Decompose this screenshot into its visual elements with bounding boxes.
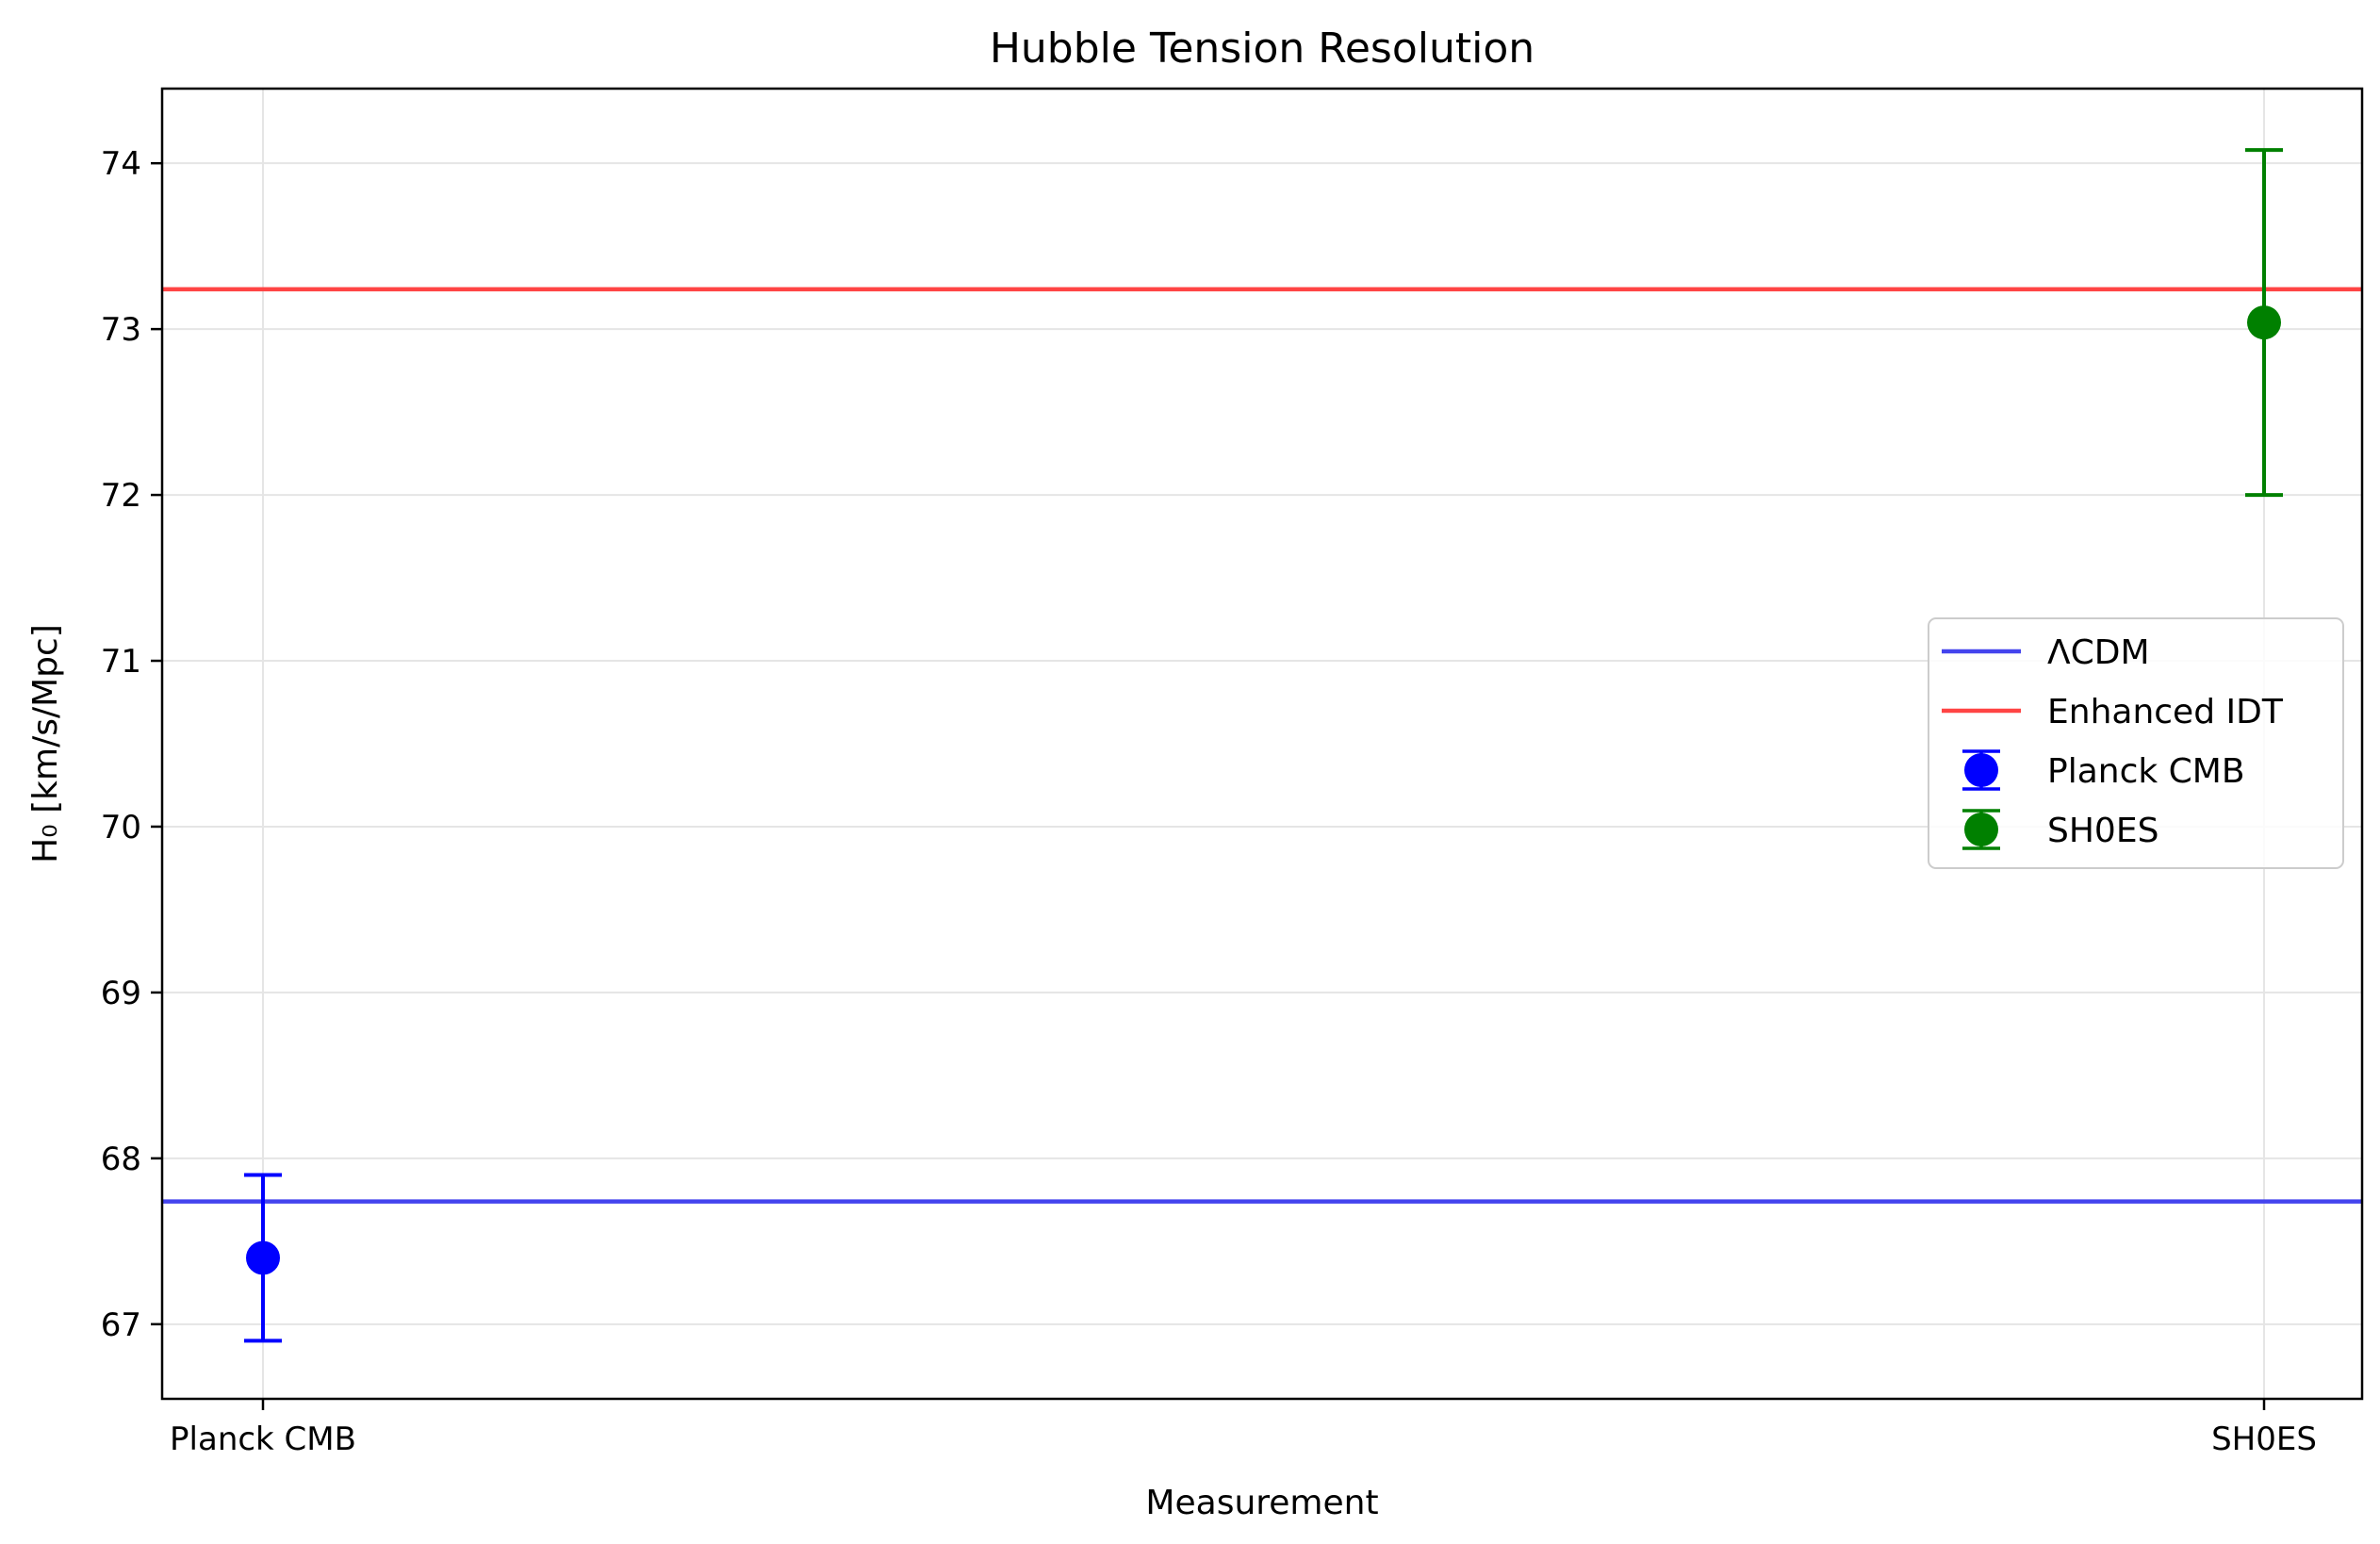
y-axis-label: H₀ [km/s/Mpc] (26, 624, 65, 863)
legend-label: SH0ES (2047, 812, 2158, 850)
x-axis-label: Measurement (1145, 1484, 1378, 1522)
legend-label: ΛCDM (2047, 633, 2150, 672)
data-point (246, 1240, 280, 1275)
y-tick-label: 74 (101, 145, 141, 183)
reference-lines (162, 287, 2362, 1204)
legend: ΛCDM Enhanced IDT Planck CMB SH0ES (1928, 617, 2344, 869)
legend-box (1928, 617, 2344, 869)
y-tick-label: 73 (101, 311, 141, 349)
y-tick-label: 68 (101, 1141, 141, 1178)
plot-frame (160, 87, 2364, 1401)
chart-title: Hubble Tension Resolution (990, 25, 1535, 73)
y-tick-label: 69 (101, 975, 141, 1012)
x-axis-ticks: Planck CMB SH0ES (170, 1399, 2317, 1458)
x-tick-label: SH0ES (2211, 1421, 2317, 1458)
y-tick-label: 67 (101, 1306, 141, 1344)
legend-handle-marker (1964, 813, 1998, 846)
legend-label: Planck CMB (2047, 752, 2245, 791)
y-tick-label: 72 (101, 477, 141, 515)
data-series (244, 148, 2283, 1343)
legend-label: Enhanced IDT (2047, 693, 2284, 731)
y-axis-ticks: 67 68 69 70 71 72 73 74 (101, 145, 162, 1344)
y-tick-label: 71 (101, 643, 141, 681)
legend-handle-marker (1964, 753, 1998, 787)
y-tick-label: 70 (101, 809, 141, 846)
x-tick-label: Planck CMB (170, 1421, 356, 1458)
data-point (2247, 305, 2281, 340)
